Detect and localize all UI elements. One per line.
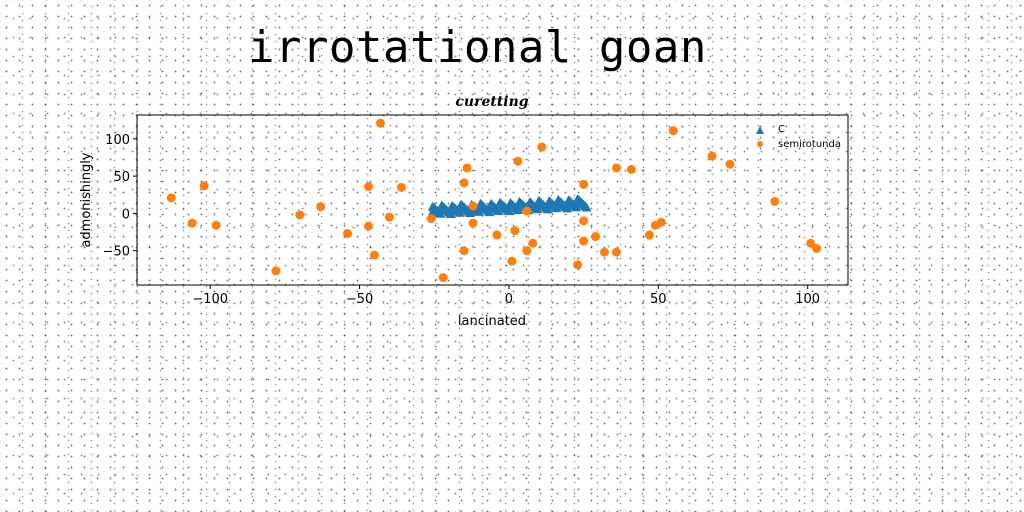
series-c-marker [542, 204, 553, 214]
series-semirotunda-marker [396, 182, 406, 192]
series-c-marker [484, 207, 495, 217]
series-semirotunda-marker [459, 178, 469, 188]
series-semirotunda-marker [579, 236, 589, 246]
series-semirotunda-marker [812, 243, 822, 253]
series-c-marker [532, 204, 543, 214]
x-tick-label: 0 [505, 292, 513, 307]
series-semirotunda-marker [513, 156, 523, 166]
series-semirotunda-marker [522, 246, 532, 256]
chart-title: curetting [455, 94, 528, 110]
page-title: irrotational goan [248, 22, 707, 73]
series-semirotunda-marker [375, 118, 385, 128]
plot-area [136, 114, 849, 286]
series-semirotunda-marker [644, 230, 654, 240]
plot-frame [136, 114, 849, 286]
series-semirotunda-marker [626, 164, 636, 174]
series-semirotunda-marker [468, 201, 478, 211]
series-c-markers [426, 193, 592, 219]
series-semirotunda-marker [528, 238, 538, 248]
series-semirotunda-markers [166, 118, 822, 283]
series-semirotunda-marker [770, 196, 780, 206]
series-c-marker [454, 207, 465, 217]
series-semirotunda-marker [316, 202, 326, 212]
series-semirotunda-marker [468, 218, 478, 228]
y-tick-label: −50 [103, 245, 130, 260]
series-semirotunda-marker [656, 217, 666, 227]
series-semirotunda-marker [579, 179, 589, 189]
series-semirotunda-marker [199, 181, 209, 191]
series-c-marker [571, 202, 582, 212]
legend-label-semirotunda: semirotunda [778, 139, 841, 150]
y-tick-label: 100 [105, 133, 130, 148]
series-c-marker [581, 202, 592, 212]
series-semirotunda-marker [725, 159, 735, 169]
series-semirotunda-marker [611, 163, 621, 173]
series-semirotunda-marker [426, 214, 436, 224]
series-semirotunda-marker [591, 232, 601, 242]
y-tick-label: 50 [113, 170, 130, 185]
series-semirotunda-marker [600, 247, 610, 257]
legend-marker-semirotunda [757, 141, 763, 147]
series-semirotunda-marker [343, 229, 353, 239]
y-axis-label: admonishingly [79, 152, 94, 247]
series-semirotunda-marker [462, 163, 472, 173]
x-tick-label: −100 [192, 292, 228, 307]
series-semirotunda-marker [459, 246, 469, 256]
series-semirotunda-marker [707, 151, 717, 161]
series-semirotunda-marker [295, 210, 305, 220]
series-semirotunda-marker [537, 142, 547, 152]
x-tick-label: 50 [650, 292, 667, 307]
x-tick-label: 100 [795, 292, 820, 307]
series-semirotunda-marker [611, 247, 621, 257]
series-c-marker [503, 206, 514, 216]
series-semirotunda-marker [522, 206, 532, 216]
series-semirotunda-marker [438, 273, 448, 283]
series-c-marker [493, 205, 504, 215]
series-c-marker [562, 203, 573, 213]
series-semirotunda-marker [187, 218, 197, 228]
y-tick-label: 0 [122, 207, 130, 222]
series-semirotunda-marker [492, 230, 502, 240]
x-tick-label: −50 [346, 292, 373, 307]
series-semirotunda-marker [507, 256, 517, 266]
series-c-marker [435, 208, 446, 218]
series-semirotunda-marker [806, 238, 816, 248]
x-axis: −100 −50 0 50 100 [192, 285, 820, 307]
series-semirotunda-marker [271, 266, 281, 276]
series-semirotunda-marker [369, 250, 379, 260]
series-semirotunda-marker [668, 126, 678, 136]
series-semirotunda-marker [510, 226, 520, 236]
series-semirotunda-marker [384, 212, 394, 222]
series-semirotunda-marker [166, 193, 176, 203]
series-semirotunda-marker [364, 221, 374, 231]
series-semirotunda-marker [579, 216, 589, 226]
x-axis-label: lancinated [458, 314, 526, 329]
series-semirotunda-marker [573, 260, 583, 270]
series-c-marker [512, 205, 523, 215]
legend: C semirotunda [756, 124, 841, 150]
legend-label-c: C [778, 124, 785, 135]
series-c-marker [551, 203, 562, 213]
series-c-marker [465, 208, 476, 218]
series-c-marker [445, 208, 456, 218]
series-c-marker [474, 206, 485, 216]
series-semirotunda-marker [364, 182, 374, 192]
series-semirotunda-marker [211, 220, 221, 230]
legend-marker-c [756, 126, 764, 134]
y-axis: −50 0 50 100 [103, 133, 137, 260]
